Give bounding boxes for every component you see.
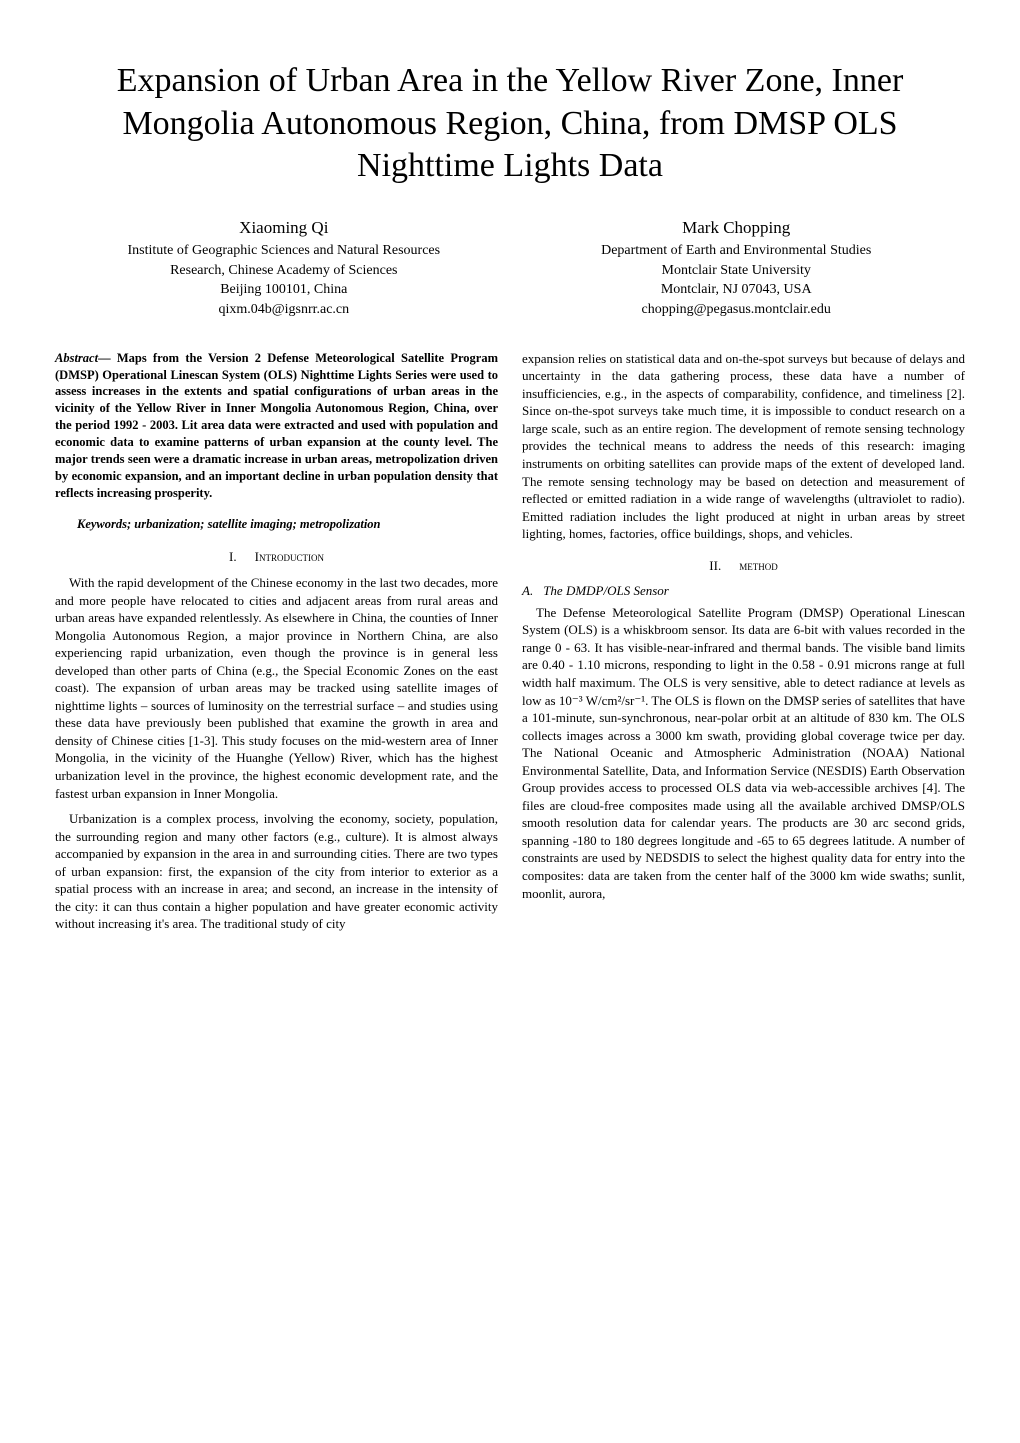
author-affil-line: Beijing 100101, China xyxy=(75,280,493,300)
authors-row: Xiaoming Qi Institute of Geographic Scie… xyxy=(75,216,945,320)
author-name: Mark Chopping xyxy=(527,216,945,240)
abstract-block: Abstract— Maps from the Version 2 Defens… xyxy=(55,350,498,502)
section-title: Introduction xyxy=(255,549,324,564)
subsection-heading-a: A. The DMDP/OLS Sensor xyxy=(522,582,965,600)
subsection-title: The DMDP/OLS Sensor xyxy=(543,583,669,598)
body-paragraph: expansion relies on statistical data and… xyxy=(522,350,965,543)
author-affil-line: Research, Chinese Academy of Sciences xyxy=(75,261,493,281)
author-affil-line: Department of Earth and Environmental St… xyxy=(527,241,945,261)
author-right: Mark Chopping Department of Earth and En… xyxy=(527,216,945,320)
subsection-letter: A. xyxy=(522,583,533,598)
author-affil-line: Montclair State University xyxy=(527,261,945,281)
author-affil-line: Montclair, NJ 07043, USA xyxy=(527,280,945,300)
body-paragraph: The Defense Meteorological Satellite Pro… xyxy=(522,604,965,902)
abstract-text: — Maps from the Version 2 Defense Meteor… xyxy=(55,351,498,500)
paper-title: Expansion of Urban Area in the Yellow Ri… xyxy=(55,60,965,188)
body-paragraph: Urbanization is a complex process, invol… xyxy=(55,810,498,933)
body-paragraph: With the rapid development of the Chines… xyxy=(55,574,498,802)
left-column: Abstract— Maps from the Version 2 Defens… xyxy=(55,350,498,941)
section-number: II. xyxy=(709,558,721,573)
section-heading-method: II. method xyxy=(522,557,965,575)
author-left: Xiaoming Qi Institute of Geographic Scie… xyxy=(75,216,493,320)
abstract-label: Abstract xyxy=(55,351,98,365)
keywords-line: Keywords; urbanization; satellite imagin… xyxy=(77,516,498,533)
author-email: qixm.04b@igsnrr.ac.cn xyxy=(75,300,493,320)
author-name: Xiaoming Qi xyxy=(75,216,493,240)
two-column-body: Abstract— Maps from the Version 2 Defens… xyxy=(55,350,965,941)
author-affil-line: Institute of Geographic Sciences and Nat… xyxy=(75,241,493,261)
right-column: expansion relies on statistical data and… xyxy=(522,350,965,941)
author-email: chopping@pegasus.montclair.edu xyxy=(527,300,945,320)
section-heading-intro: I. Introduction xyxy=(55,548,498,566)
section-number: I. xyxy=(229,549,237,564)
section-title: method xyxy=(739,558,778,573)
